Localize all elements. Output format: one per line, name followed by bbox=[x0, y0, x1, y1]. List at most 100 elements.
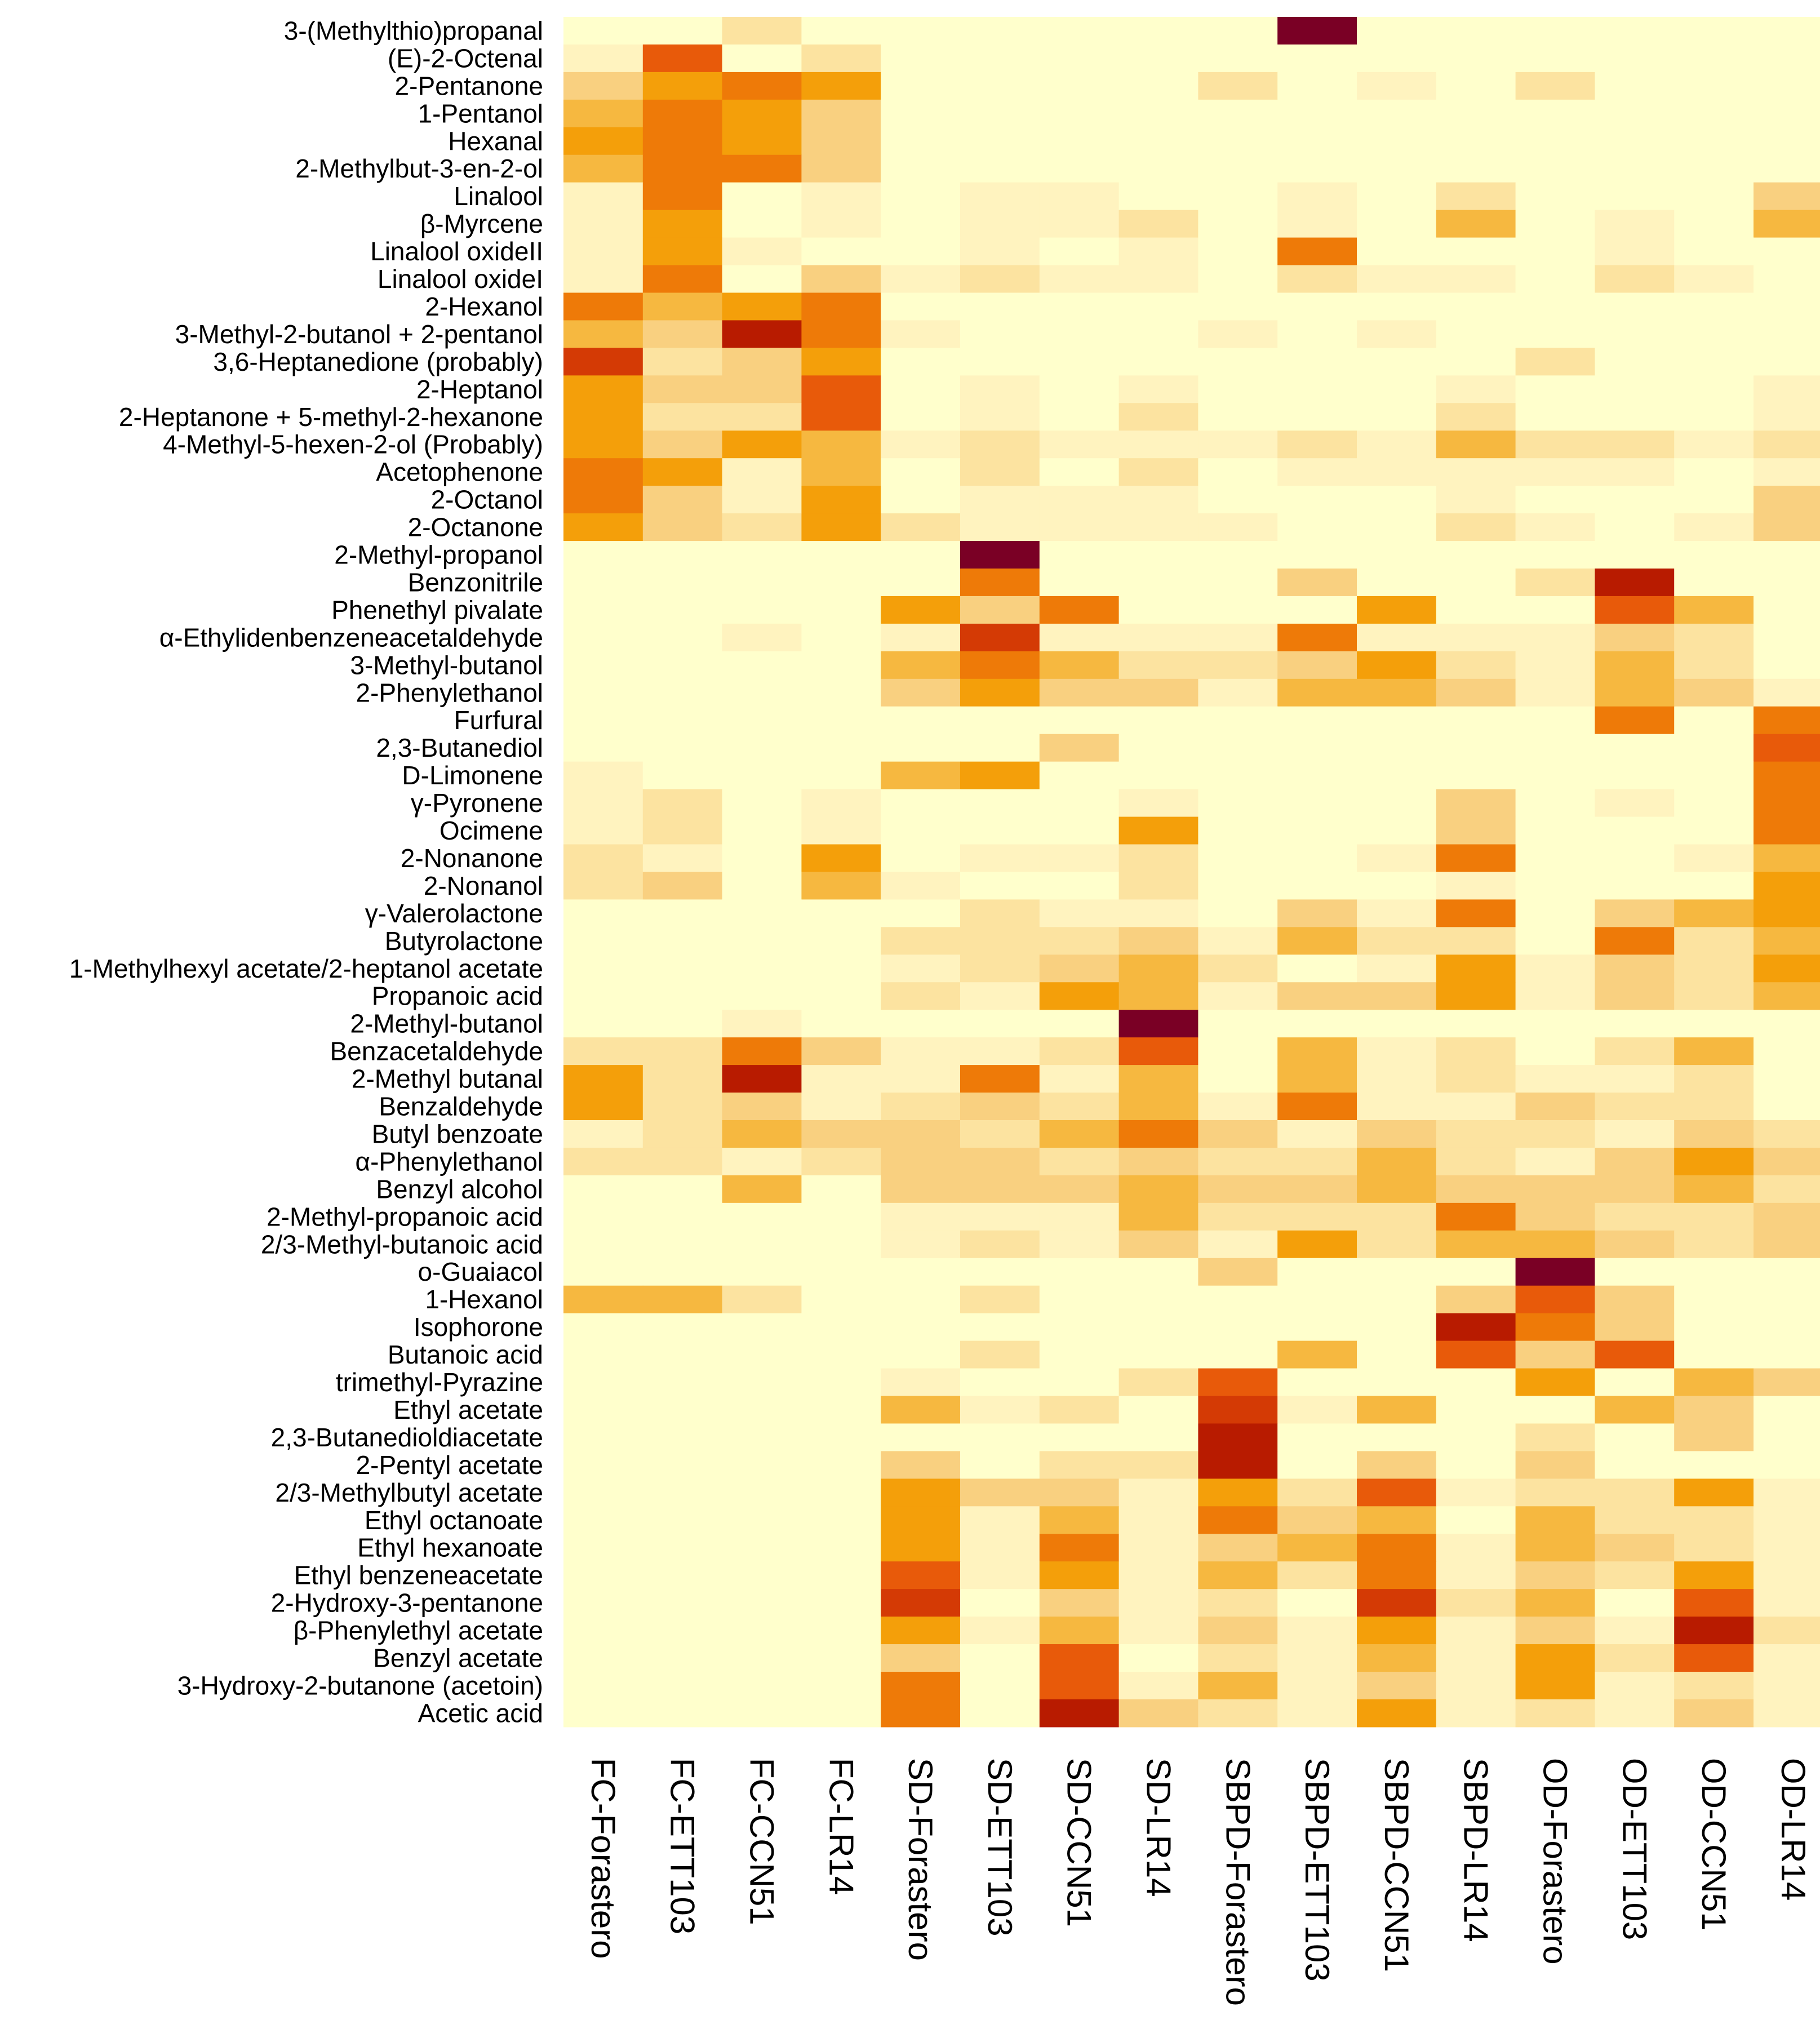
heatmap-cell bbox=[563, 623, 643, 652]
heatmap-cell bbox=[1198, 1451, 1278, 1479]
heatmap-cell bbox=[1039, 569, 1120, 597]
heatmap-cell bbox=[1754, 1010, 1820, 1038]
row-label-propanoic-acid: Propanoic acid bbox=[372, 982, 543, 1011]
heatmap-cell bbox=[1198, 982, 1278, 1010]
heatmap-cell bbox=[1357, 17, 1437, 45]
heatmap-cell bbox=[1118, 44, 1198, 73]
heatmap-cell bbox=[1436, 1202, 1516, 1231]
heatmap-cell bbox=[1674, 982, 1754, 1010]
heatmap-cell bbox=[1198, 1120, 1278, 1148]
heatmap-cell bbox=[1277, 1285, 1357, 1314]
heatmap-cell bbox=[722, 623, 802, 652]
heatmap-cell bbox=[563, 1285, 643, 1314]
heatmap-cell bbox=[722, 1589, 802, 1617]
heatmap-cell bbox=[1118, 513, 1198, 541]
row-label-phenylethanol: α-Phenylethanol bbox=[356, 1147, 543, 1176]
heatmap-cell bbox=[1039, 816, 1120, 845]
heatmap-cell bbox=[881, 1644, 961, 1672]
heatmap-cell bbox=[563, 1147, 643, 1176]
heatmap-cell bbox=[1039, 982, 1120, 1010]
heatmap-cell bbox=[1436, 1506, 1516, 1534]
heatmap-cell bbox=[1754, 1230, 1820, 1259]
column-label-fc-forastero: FC-Forastero bbox=[584, 1758, 622, 1959]
heatmap-cell bbox=[722, 99, 802, 128]
heatmap-cell bbox=[722, 1202, 802, 1231]
heatmap-cell bbox=[1436, 99, 1516, 128]
heatmap-cell bbox=[1357, 1534, 1437, 1562]
heatmap-cell bbox=[1674, 1010, 1754, 1038]
row-label-butyl-benzoate: Butyl benzoate bbox=[372, 1119, 543, 1148]
heatmap-cell bbox=[1118, 375, 1198, 403]
heatmap-cell bbox=[1754, 1561, 1820, 1589]
heatmap-cell bbox=[1039, 1699, 1120, 1728]
heatmap-cell bbox=[1198, 1396, 1278, 1424]
heatmap-cell bbox=[1277, 1672, 1357, 1700]
heatmap-cell bbox=[642, 734, 723, 762]
heatmap-cell bbox=[1595, 403, 1675, 431]
heatmap-cell bbox=[563, 1340, 643, 1369]
heatmap-cell bbox=[1039, 1065, 1120, 1093]
heatmap-cell bbox=[1595, 154, 1675, 183]
heatmap-cell bbox=[881, 623, 961, 652]
heatmap-cell bbox=[1515, 210, 1595, 238]
row-label-o-guaiacol: o-Guaiacol bbox=[418, 1257, 543, 1286]
heatmap-cell bbox=[1118, 17, 1198, 45]
heatmap-cell bbox=[1754, 1699, 1820, 1728]
row-label-benzaldehyde: Benzaldehyde bbox=[379, 1092, 543, 1121]
heatmap-cell bbox=[1277, 1423, 1357, 1451]
heatmap-cell bbox=[801, 1396, 881, 1424]
heatmap-cell bbox=[1436, 458, 1516, 486]
heatmap-cell bbox=[563, 403, 643, 431]
heatmap-cell bbox=[960, 292, 1040, 321]
heatmap-cell bbox=[1515, 844, 1595, 873]
heatmap-cell bbox=[1118, 789, 1198, 818]
heatmap-cell bbox=[1515, 761, 1595, 790]
heatmap-cell bbox=[1515, 541, 1595, 569]
heatmap-cell bbox=[960, 872, 1040, 900]
heatmap-cell bbox=[1357, 320, 1437, 348]
heatmap-cell bbox=[881, 954, 961, 983]
heatmap-cell bbox=[1198, 17, 1278, 45]
heatmap-cell bbox=[1118, 541, 1198, 569]
heatmap-cell bbox=[642, 1396, 723, 1424]
heatmap-cell bbox=[1039, 1506, 1120, 1534]
heatmap-cell bbox=[1595, 1699, 1675, 1728]
row-label-3-methyl-butanol: 3-Methyl-butanol bbox=[350, 650, 543, 680]
heatmap-cell bbox=[1595, 1506, 1675, 1534]
heatmap-cell bbox=[1357, 1589, 1437, 1617]
heatmap-cell bbox=[801, 1230, 881, 1259]
heatmap-cell bbox=[1436, 210, 1516, 238]
heatmap-cell bbox=[1277, 17, 1357, 45]
row-label-3-methylthio-propanal: 3-(Methylthio)propanal bbox=[284, 16, 543, 45]
heatmap-cell bbox=[1595, 1589, 1675, 1617]
heatmap-cell bbox=[1595, 1010, 1675, 1038]
heatmap-cell bbox=[960, 954, 1040, 983]
heatmap-cell bbox=[1039, 403, 1120, 431]
heatmap-cell bbox=[1357, 789, 1437, 818]
heatmap-cell bbox=[1436, 844, 1516, 873]
heatmap-cell bbox=[960, 1285, 1040, 1314]
column-label-od-ccn51: OD-CCN51 bbox=[1695, 1758, 1733, 1931]
heatmap-cell bbox=[1357, 1230, 1437, 1259]
heatmap-cell bbox=[1277, 1202, 1357, 1231]
heatmap-cell bbox=[1357, 154, 1437, 183]
heatmap-cell bbox=[722, 1506, 802, 1534]
heatmap-cell bbox=[1039, 844, 1120, 873]
heatmap-cell bbox=[801, 348, 881, 376]
column-label-fc-lr14: FC-LR14 bbox=[822, 1758, 860, 1895]
heatmap-cell bbox=[722, 44, 802, 73]
heatmap-cell bbox=[1674, 1644, 1754, 1672]
heatmap-cell bbox=[960, 899, 1040, 927]
heatmap-cell bbox=[722, 1396, 802, 1424]
heatmap-cell bbox=[881, 403, 961, 431]
heatmap-cell bbox=[722, 1175, 802, 1204]
heatmap-cell bbox=[563, 1534, 643, 1562]
heatmap-cell bbox=[722, 1010, 802, 1038]
heatmap-cell bbox=[563, 1423, 643, 1451]
heatmap-cell bbox=[642, 623, 723, 652]
heatmap-cell bbox=[1754, 430, 1820, 459]
heatmap-cell bbox=[1674, 375, 1754, 403]
heatmap-cell bbox=[881, 541, 961, 569]
heatmap-cell bbox=[1357, 596, 1437, 624]
heatmap-cell bbox=[1436, 927, 1516, 955]
